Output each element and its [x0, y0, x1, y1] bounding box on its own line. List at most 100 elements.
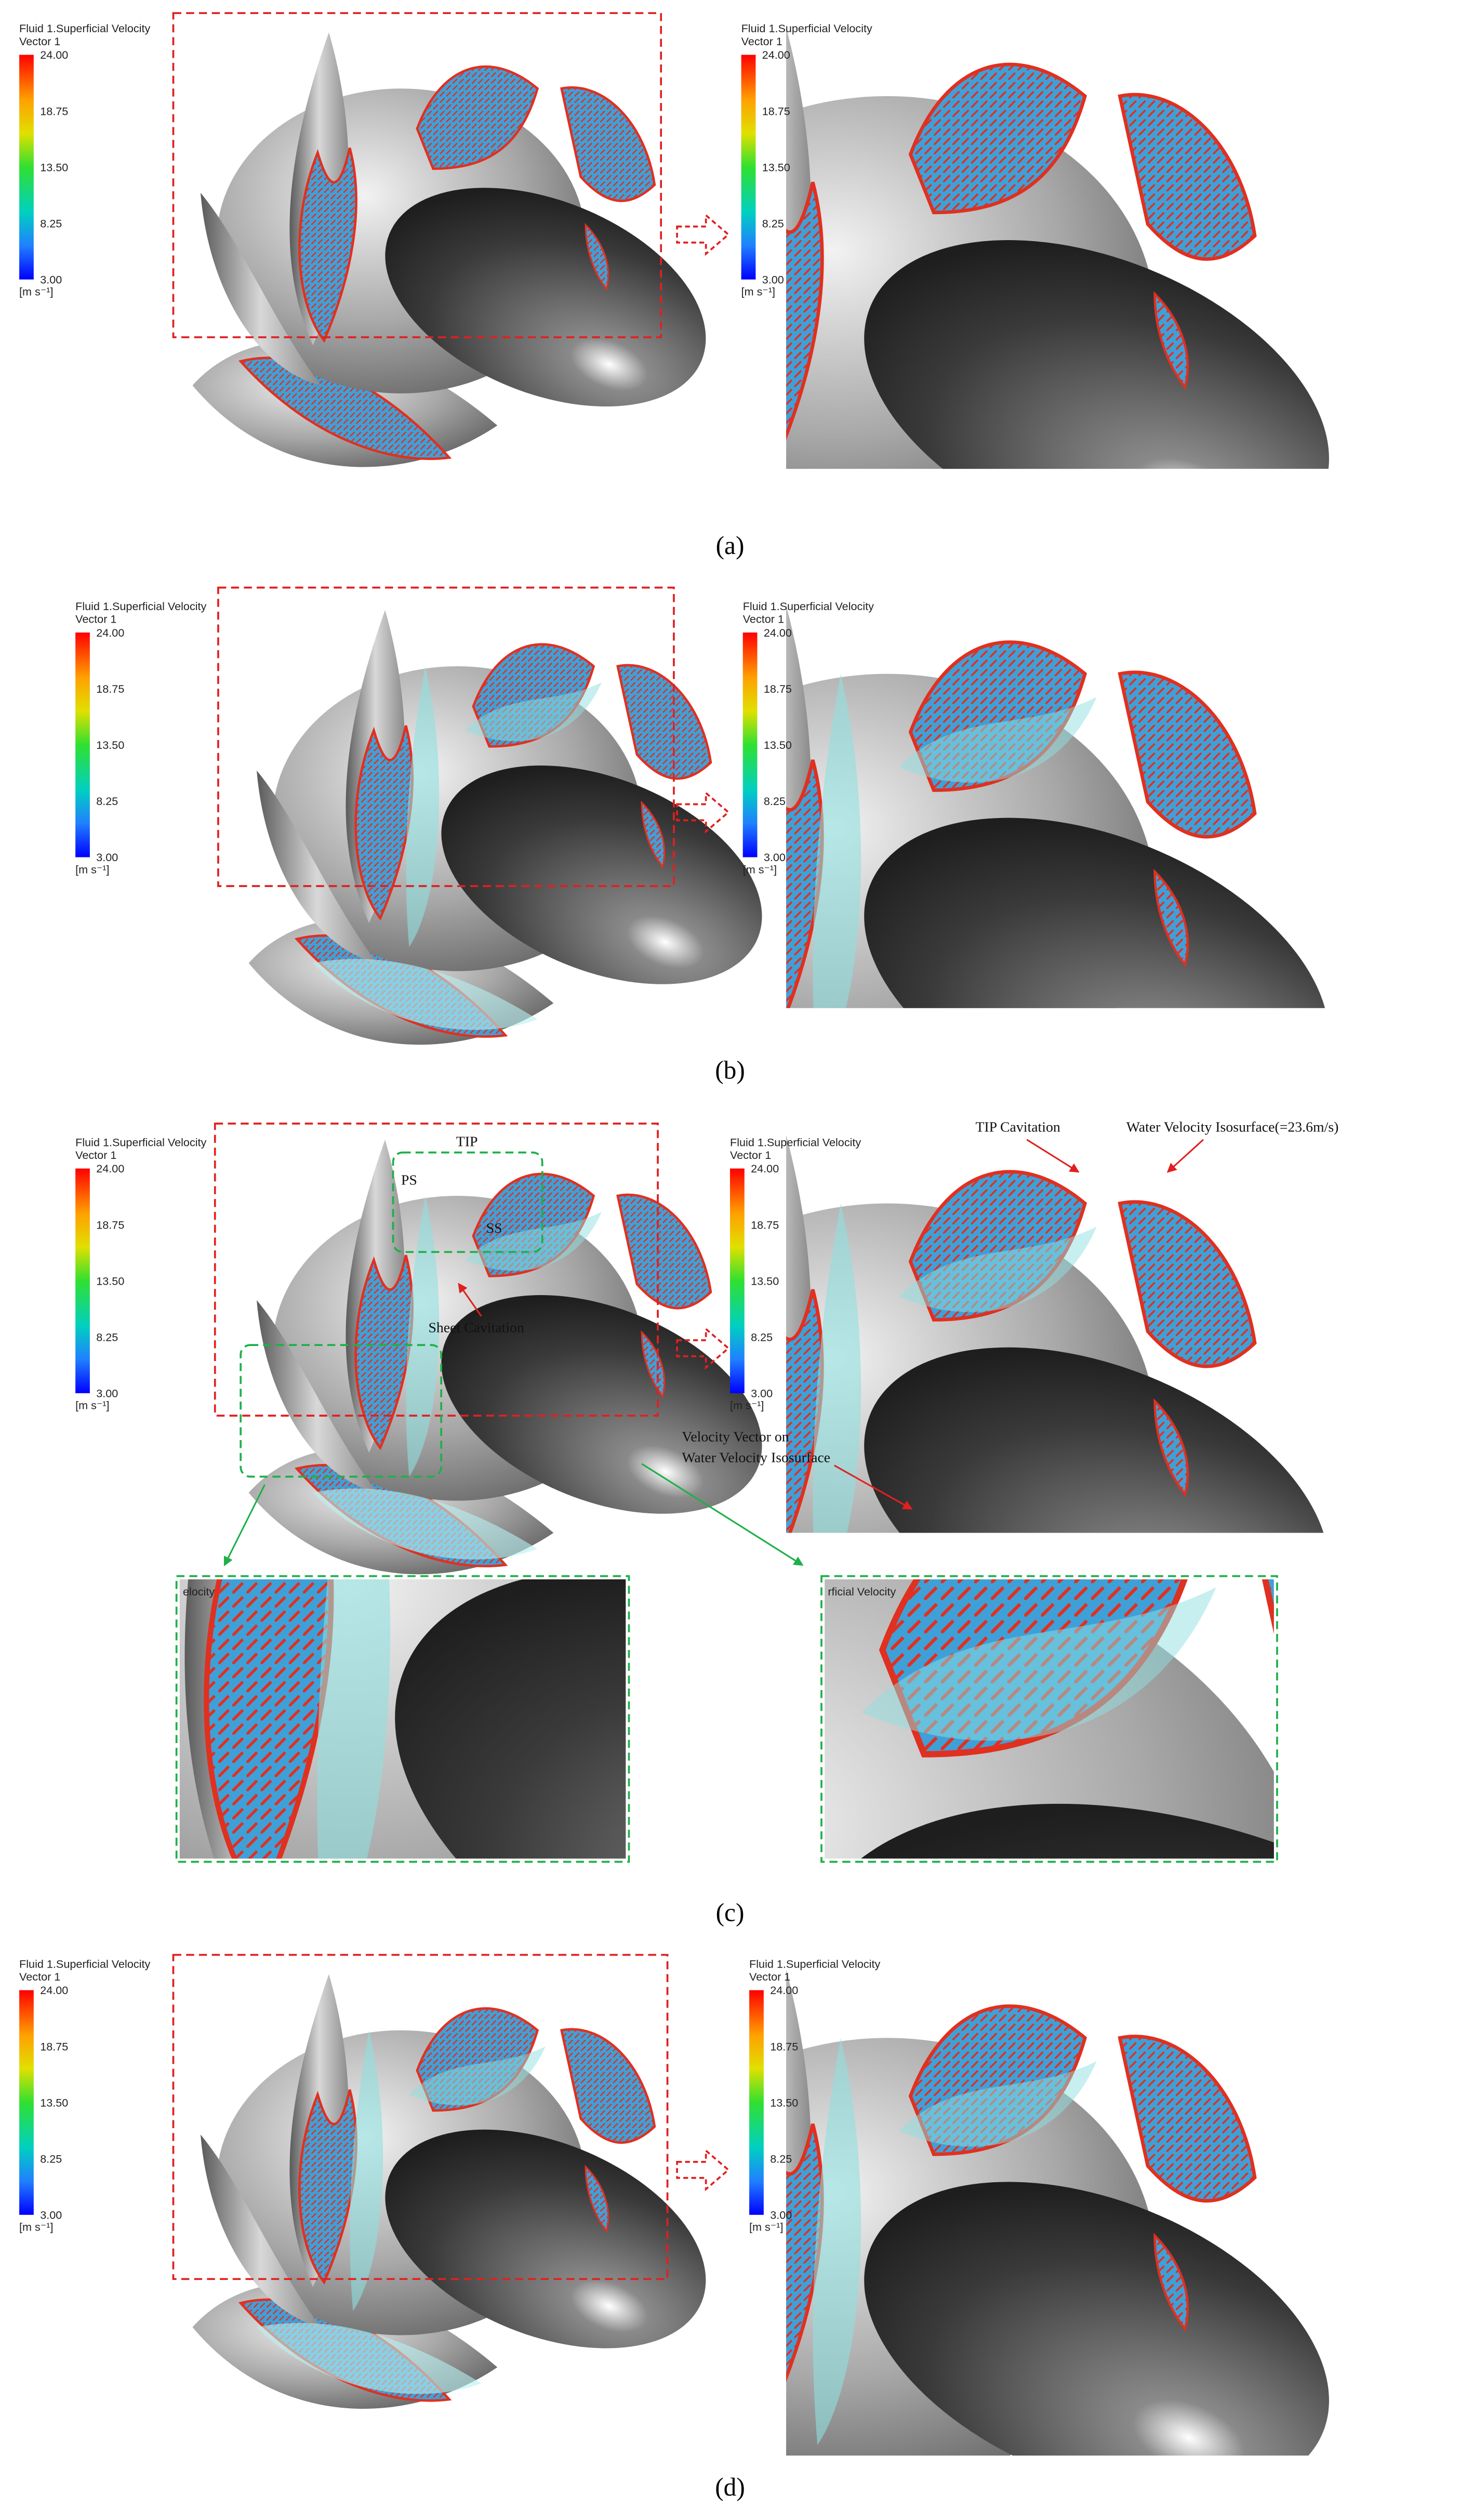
cavitation	[465, 1211, 602, 1271]
colorbar-tick-label: 3.00	[40, 2209, 62, 2222]
colorbar	[742, 632, 758, 857]
colorbar-tick-label: 3.00	[96, 851, 118, 864]
legend-title: Fluid 1.Superficial Velocity	[75, 600, 206, 613]
colorbar-tick-label: 3.00	[751, 1387, 773, 1400]
cavitation	[406, 1195, 440, 1477]
nose	[864, 1347, 1329, 1533]
colorbar	[19, 55, 34, 280]
upper-vectors	[416, 65, 539, 170]
zoom-arrow	[676, 213, 730, 256]
pointer	[1026, 1139, 1080, 1173]
colorbar-tick-label: 18.75	[40, 2040, 68, 2053]
panel-label: (a)	[716, 531, 745, 560]
colorbar-tick-label: 13.50	[762, 161, 790, 174]
cavitation	[313, 1488, 538, 1560]
small-vectors	[1153, 1398, 1189, 1497]
render-clip	[786, 1969, 1329, 2456]
colorbar-tick-label: 3.00	[770, 2209, 792, 2222]
legend-title: Fluid 1.Superficial Velocity	[741, 22, 872, 35]
detail-label: elocity	[183, 1585, 215, 1598]
legend-subtitle: Vector 1	[730, 1149, 771, 1162]
render	[248, 610, 762, 1045]
colorbar-tick-label: 24.00	[751, 1162, 779, 1175]
legend-subtitle: Vector 1	[19, 35, 60, 48]
annotation: TIP Cavitation	[975, 1119, 1060, 1135]
colorbar-tick-label: 3.00	[96, 1387, 118, 1400]
cavitation	[313, 959, 538, 1030]
detail-label: rficial Velocity	[828, 1585, 896, 1598]
lower-blade	[786, 465, 807, 469]
right-vectors	[616, 664, 712, 780]
legend-unit: [m s⁻¹]	[749, 2221, 783, 2234]
zoom-arrow	[676, 1327, 730, 1370]
tall-vectors	[786, 1289, 824, 1533]
tall-vectors	[204, 1579, 334, 1859]
cavitation	[899, 697, 1097, 783]
colorbar-tick-label: 13.50	[40, 2096, 68, 2109]
cavitation	[678, 1098, 1004, 1201]
small-vectors	[641, 800, 666, 869]
cavitation	[899, 2061, 1097, 2147]
render	[248, 1139, 762, 1575]
panel-label: (b)	[715, 1056, 745, 1085]
nose	[441, 766, 762, 984]
right-vectors	[616, 1193, 712, 1310]
cavitation	[409, 2046, 546, 2106]
colorbar-tick-label: 13.50	[96, 738, 124, 751]
render-clip	[179, 1579, 626, 1859]
right-vectors	[1118, 670, 1257, 839]
annotation: TIP	[456, 1133, 478, 1150]
detail-frame	[175, 1575, 630, 1863]
render	[678, 605, 1329, 1201]
colorbar-tick-label: 13.50	[770, 2096, 798, 2109]
detail-box	[240, 1344, 443, 1478]
tall-vectors	[786, 759, 824, 1008]
cavitation	[350, 2030, 383, 2312]
detail-box	[392, 1151, 543, 1253]
render	[825, 1579, 1379, 2067]
nose	[385, 188, 706, 407]
colorbar-tick-label: 3.00	[764, 851, 786, 864]
small-vectors	[1153, 868, 1189, 968]
colorbar-tick-label: 18.75	[770, 2040, 798, 2053]
colorbar-tick-label: 8.25	[751, 1330, 773, 1343]
cavitation	[813, 674, 861, 1008]
colorbar-tick-label: 24.00	[762, 48, 790, 61]
colorbar-tick-label: 13.50	[40, 161, 68, 174]
render	[786, 1969, 1329, 2456]
render-clip	[786, 1135, 1329, 1533]
right-vectors	[560, 86, 656, 202]
legend-subtitle: Vector 1	[749, 1970, 790, 1983]
tall-vectors	[298, 147, 357, 343]
annotation: Water Velocity Isosurface(=23.6m/s)	[1126, 1119, 1339, 1135]
colorbar-tick-label: 8.25	[40, 217, 62, 230]
focus-box	[214, 1123, 659, 1417]
right-vectors	[1262, 1579, 1274, 1634]
legend-unit: [m s⁻¹]	[741, 285, 775, 298]
colorbar	[749, 1990, 764, 2215]
render	[192, 1974, 706, 2409]
small-vectors	[1320, 1901, 1379, 2067]
render	[192, 32, 706, 467]
annotation: Velocity Vector on	[682, 1429, 789, 1445]
left-blade	[257, 770, 377, 964]
zoom-arrow	[676, 2148, 730, 2192]
legend-title: Fluid 1.Superficial Velocity	[75, 1136, 206, 1149]
colorbar-tick-label: 3.00	[762, 273, 784, 286]
legend-title: Fluid 1.Superficial Velocity	[749, 1957, 880, 1970]
colorbar-tick-label: 24.00	[96, 1162, 124, 1175]
colorbar-tick-label: 24.00	[96, 626, 124, 639]
legend-unit: [m s⁻¹]	[75, 863, 109, 876]
render-clip	[678, 605, 1329, 1201]
right-vectors	[560, 2028, 656, 2144]
colorbar-tick-label: 13.50	[96, 1274, 124, 1287]
cavitation	[813, 2038, 861, 2445]
right-vectors	[1118, 93, 1257, 261]
annotation: Water Velocity Isosurface	[682, 1450, 830, 1466]
colorbar	[75, 632, 90, 857]
detail-arrow	[641, 1463, 804, 1566]
detail-frame	[820, 1575, 1278, 1863]
small-vectors	[585, 223, 609, 291]
colorbar-tick-label: 18.75	[764, 682, 792, 695]
legend-unit: [m s⁻¹]	[19, 2221, 53, 2234]
